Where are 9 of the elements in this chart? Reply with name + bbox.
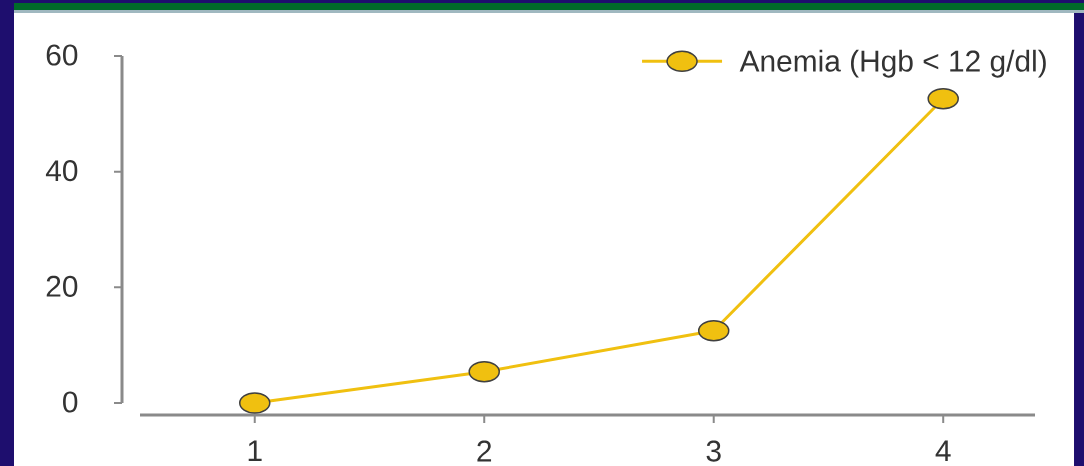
x-tick-label: 4 [935, 440, 951, 462]
legend-label: Anemia (Hgb < 12 g/dl) [739, 49, 1046, 78]
y-tick-label: 0 [63, 391, 78, 413]
y-tick-label: 20 [46, 275, 78, 297]
y-tick-label: 60 [46, 44, 78, 66]
x-tick-label: 1 [248, 440, 262, 462]
x-tick-label: 2 [477, 440, 492, 462]
y-tick-label: 40 [45, 160, 78, 182]
x-tick-label: 3 [706, 440, 721, 462]
